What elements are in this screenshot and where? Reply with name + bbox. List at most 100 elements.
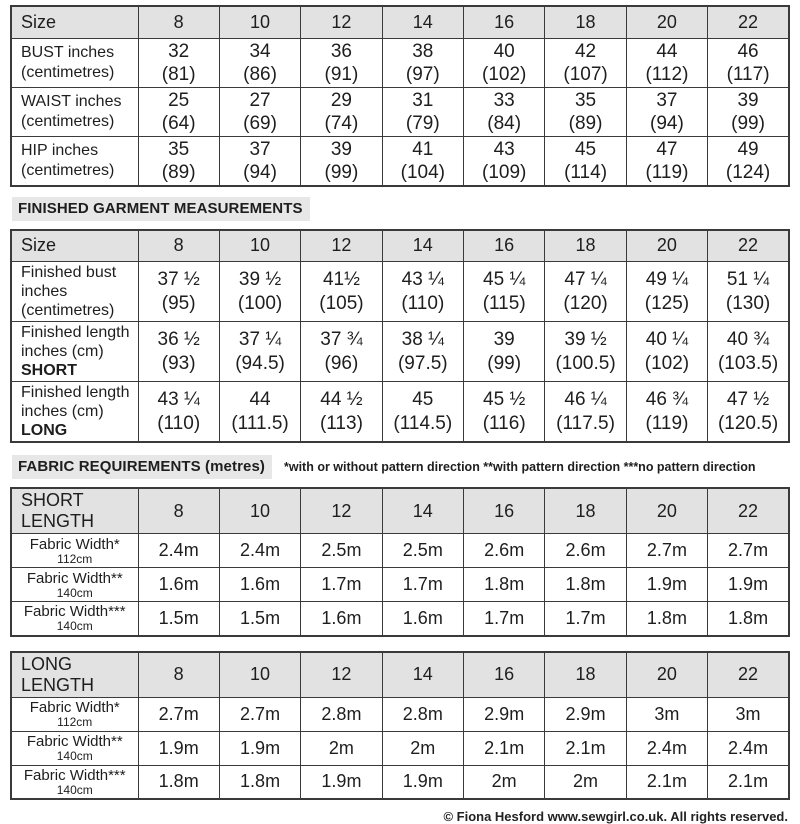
- size-column-header: 14: [381, 229, 465, 262]
- size-column-header: 16: [462, 5, 546, 39]
- size-column-header: 20: [625, 651, 709, 698]
- size-column-header: 8: [137, 229, 220, 262]
- row-label: Fabric Width** 140cm: [10, 567, 139, 602]
- data-cell: 2.6m: [544, 533, 627, 568]
- data-cell: 1.9m: [218, 730, 302, 766]
- data-cell: 27 (69): [218, 86, 302, 137]
- data-cell: 2.9m: [544, 696, 627, 732]
- row-label-text: Fabric Width*: [29, 699, 120, 716]
- row-label-text: Fabric Width**: [26, 569, 123, 587]
- data-cell: 1.8m: [137, 764, 220, 800]
- data-cell: 2.7m: [137, 696, 220, 732]
- data-cell: 37 ¼ (94.5): [218, 321, 302, 382]
- data-cell: 31 (79): [381, 86, 465, 137]
- data-cell: 36 (91): [300, 37, 383, 88]
- row-label: Fabric Width*** 140cm: [10, 764, 139, 800]
- table-row: BUST inches (centimetres) 32 (81) 34 (86) 3…: [10, 37, 790, 88]
- data-cell: 2.1m: [544, 730, 627, 766]
- data-cell: 43 (109): [462, 135, 546, 186]
- data-cell: 45 ¼ (115): [462, 261, 546, 322]
- data-cell: 35 (89): [544, 86, 627, 137]
- size-header-row: Size 8 10 12 14 16 18 20 22: [10, 229, 790, 262]
- long-length-fabric-table: LONG LENGTH 8 10 12 14 16 18 20 22 Fabric Width* 1…: [10, 650, 790, 800]
- row-label: BUST inches (centimetres): [10, 37, 139, 88]
- data-cell: 1.7m: [381, 567, 465, 602]
- size-column-header: 20: [625, 487, 709, 534]
- data-cell: 49 ¼ (125): [625, 261, 709, 322]
- data-cell: 2.8m: [381, 696, 465, 732]
- row-label-text: Finished length inches (cm): [21, 384, 130, 420]
- size-header-row: Size 8 10 12 14 16 18 20 22: [10, 5, 790, 39]
- size-column-header: 18: [544, 651, 627, 698]
- fabric-requirements-heading-label: FABRIC REQUIREMENTS (metres): [12, 455, 272, 479]
- data-cell: 25 (64): [137, 86, 220, 137]
- row-label-text: BUST inches (centimetres): [21, 43, 115, 81]
- data-cell: 34 (86): [218, 37, 302, 88]
- size-column-header: 8: [137, 5, 220, 39]
- row-label-subtext: 140cm: [56, 749, 93, 763]
- size-column-header: 12: [300, 651, 383, 698]
- data-cell: 43 ¼ (110): [381, 261, 465, 322]
- row-label-subtext: 140cm: [56, 782, 93, 797]
- data-cell: 2.4m: [625, 730, 709, 766]
- data-cell: 2.1m: [625, 764, 709, 800]
- copyright-footer: © Fiona Hesford www.sewgirl.co.uk. All r…: [443, 809, 788, 824]
- data-cell: 2.4m: [218, 533, 302, 568]
- data-cell: 2.7m: [218, 696, 302, 732]
- data-cell: 46 ¾ (119): [625, 381, 709, 443]
- size-column-header: 14: [381, 487, 465, 534]
- size-column-header: 22: [707, 229, 790, 262]
- table-row: Fabric Width** 140cm 1.9m 1.9m 2m 2m 2.1m 2.1m 2…: [10, 730, 790, 766]
- corner-label: Size: [10, 5, 139, 39]
- size-column-header: 12: [300, 5, 383, 39]
- size-column-header: 22: [707, 651, 790, 698]
- data-cell: 1.9m: [625, 567, 709, 602]
- data-cell: 39 (99): [707, 86, 790, 137]
- data-cell: 2.1m: [707, 764, 790, 800]
- data-cell: 51 ¼ (130): [707, 261, 790, 322]
- size-column-header: 10: [218, 487, 302, 534]
- size-column-header: 8: [137, 651, 220, 698]
- finished-garment-table: Size 8 10 12 14 16 18 20 22 Finished bust inches …: [10, 228, 790, 443]
- row-label: Finished length inches (cm) SHORT: [10, 321, 139, 382]
- data-cell: 46 (117): [707, 37, 790, 88]
- row-label: WAIST inches (centimetres): [10, 86, 139, 137]
- data-cell: 1.8m: [625, 601, 709, 636]
- row-label: Fabric Width* 112cm: [10, 696, 139, 732]
- short-length-fabric-table: SHORT LENGTH 8 10 12 14 16 18 20 22 Fabric Width*…: [10, 487, 790, 637]
- size-column-header: 12: [300, 229, 383, 262]
- row-label-subtext: 112cm: [57, 551, 93, 566]
- data-cell: 45 (114.5): [381, 381, 465, 443]
- corner-label: LONG LENGTH: [10, 651, 139, 698]
- row-label-text: WAIST inches (centimetres): [21, 92, 122, 130]
- data-cell: 45 (114): [544, 135, 627, 186]
- data-cell: 2.6m: [462, 533, 546, 568]
- table-row: HIP inches (centimetres) 35 (89) 37 (94) 39…: [10, 135, 790, 186]
- data-cell: 35 (89): [137, 135, 220, 186]
- size-column-header: 22: [707, 487, 790, 534]
- data-cell: 37 (94): [218, 135, 302, 186]
- data-cell: 2.1m: [462, 730, 546, 766]
- data-cell: 42 (107): [544, 37, 627, 88]
- finished-garment-heading-label: FINISHED GARMENT MEASUREMENTS: [12, 196, 310, 221]
- size-header-row: SHORT LENGTH 8 10 12 14 16 18 20 22: [10, 487, 790, 534]
- row-label-bold-text: SHORT: [21, 362, 77, 379]
- data-cell: 38 ¼ (97.5): [381, 321, 465, 382]
- body-measurements-table: Size 8 10 12 14 16 18 20 22 BUST inches (centimet…: [10, 5, 790, 187]
- row-label: Fabric Width** 140cm: [10, 730, 139, 766]
- size-column-header: 16: [462, 651, 546, 698]
- data-cell: 40 ¼ (102): [625, 321, 709, 382]
- data-cell: 2m: [544, 764, 627, 800]
- row-label: Finished bust inches (centimetres): [10, 261, 139, 322]
- row-label-text: HIP inches (centimetres): [21, 141, 115, 179]
- data-cell: 45 ½ (116): [462, 381, 546, 443]
- size-column-header: 20: [625, 5, 709, 39]
- data-cell: 44 (112): [625, 37, 709, 88]
- table-row: Fabric Width*** 140cm 1.5m 1.5m 1.6m 1.6m 1.7m…: [10, 601, 790, 636]
- data-cell: 1.5m: [137, 601, 220, 636]
- row-label: Fabric Width*** 140cm: [10, 601, 139, 636]
- data-cell: 39 ½ (100): [218, 261, 302, 322]
- data-cell: 47 (119): [625, 135, 709, 186]
- data-cell: 2.4m: [137, 533, 220, 568]
